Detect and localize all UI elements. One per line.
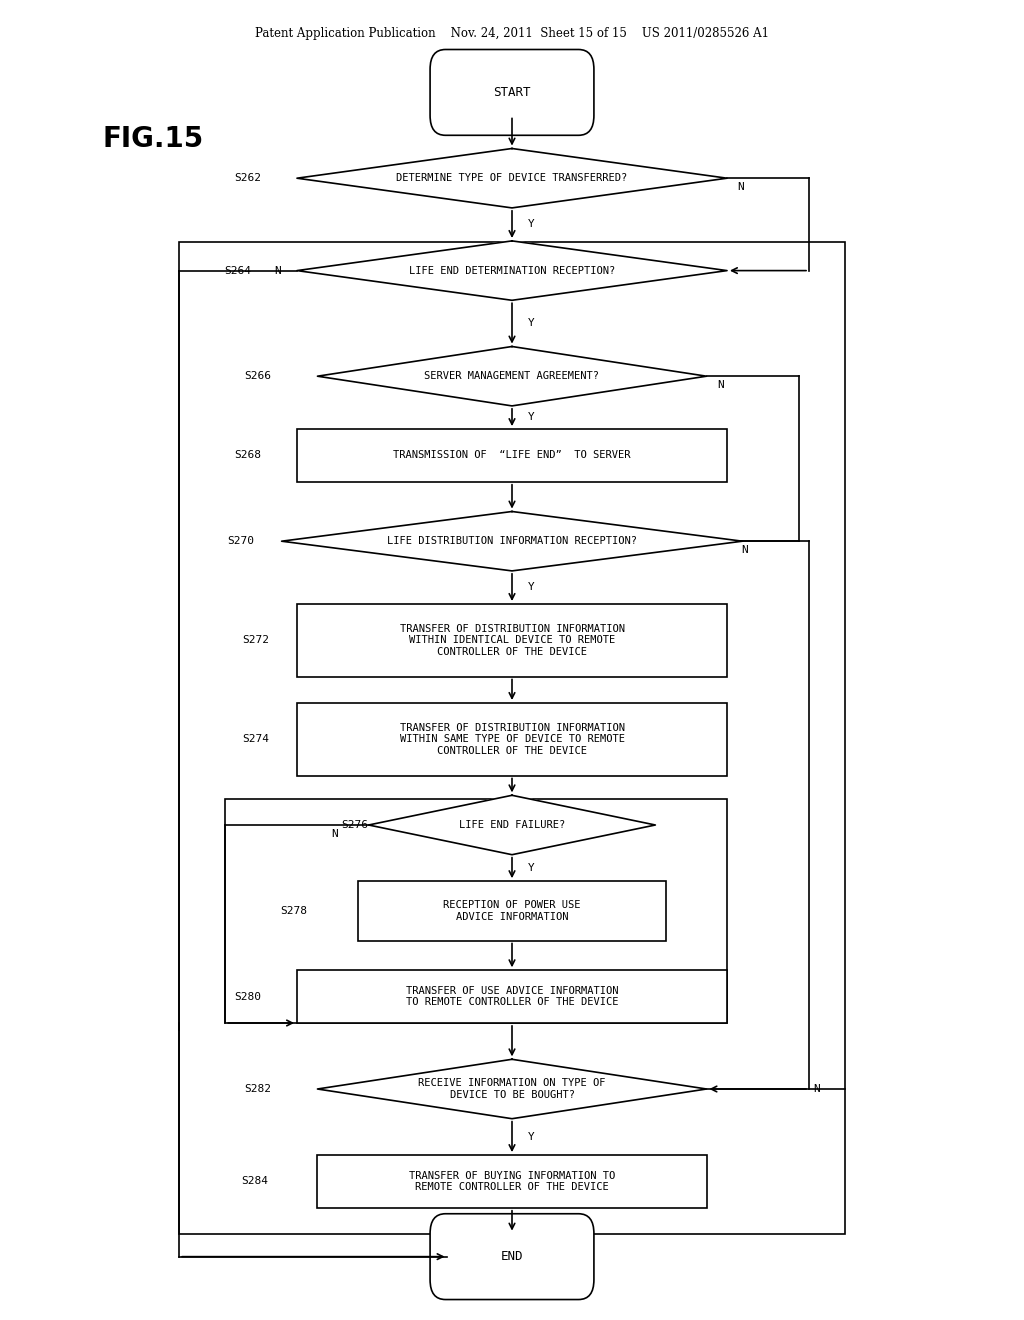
Text: N: N xyxy=(273,265,281,276)
Text: Y: Y xyxy=(527,318,535,329)
Polygon shape xyxy=(317,1059,707,1119)
Text: S268: S268 xyxy=(234,450,261,461)
Text: LIFE END FAILURE?: LIFE END FAILURE? xyxy=(459,820,565,830)
Polygon shape xyxy=(317,347,707,407)
Text: N: N xyxy=(331,829,338,840)
Text: START: START xyxy=(494,86,530,99)
Text: S274: S274 xyxy=(243,734,269,744)
Text: SERVER MANAGEMENT AGREEMENT?: SERVER MANAGEMENT AGREEMENT? xyxy=(425,371,599,381)
Text: S278: S278 xyxy=(281,906,307,916)
Text: LIFE END DETERMINATION RECEPTION?: LIFE END DETERMINATION RECEPTION? xyxy=(409,265,615,276)
Text: S264: S264 xyxy=(224,265,251,276)
Text: S284: S284 xyxy=(242,1176,268,1187)
Text: S282: S282 xyxy=(245,1084,271,1094)
FancyBboxPatch shape xyxy=(297,429,727,482)
Bar xyxy=(179,242,845,1234)
Text: S262: S262 xyxy=(234,173,261,183)
Polygon shape xyxy=(369,795,655,855)
Polygon shape xyxy=(297,149,727,207)
Text: TRANSMISSION OF  “LIFE END”  TO SERVER: TRANSMISSION OF “LIFE END” TO SERVER xyxy=(393,450,631,461)
FancyBboxPatch shape xyxy=(297,704,727,776)
Text: N: N xyxy=(737,182,744,193)
Bar xyxy=(225,799,727,1023)
Text: S266: S266 xyxy=(245,371,271,381)
Text: Patent Application Publication    Nov. 24, 2011  Sheet 15 of 15    US 2011/02855: Patent Application Publication Nov. 24, … xyxy=(255,26,769,40)
FancyBboxPatch shape xyxy=(358,882,666,940)
Text: FIG.15: FIG.15 xyxy=(102,124,204,153)
FancyBboxPatch shape xyxy=(317,1155,707,1208)
Text: N: N xyxy=(741,545,749,556)
FancyBboxPatch shape xyxy=(430,1214,594,1299)
FancyBboxPatch shape xyxy=(430,49,594,135)
Text: Y: Y xyxy=(527,412,535,422)
Text: RECEIVE INFORMATION ON TYPE OF
DEVICE TO BE BOUGHT?: RECEIVE INFORMATION ON TYPE OF DEVICE TO… xyxy=(418,1078,606,1100)
Text: TRANSFER OF BUYING INFORMATION TO
REMOTE CONTROLLER OF THE DEVICE: TRANSFER OF BUYING INFORMATION TO REMOTE… xyxy=(409,1171,615,1192)
Text: DETERMINE TYPE OF DEVICE TRANSFERRED?: DETERMINE TYPE OF DEVICE TRANSFERRED? xyxy=(396,173,628,183)
Text: S276: S276 xyxy=(342,820,369,830)
Polygon shape xyxy=(282,512,742,570)
FancyBboxPatch shape xyxy=(297,970,727,1023)
Text: END: END xyxy=(501,1250,523,1263)
Text: TRANSFER OF USE ADVICE INFORMATION
TO REMOTE CONTROLLER OF THE DEVICE: TRANSFER OF USE ADVICE INFORMATION TO RE… xyxy=(406,986,618,1007)
Text: Y: Y xyxy=(527,863,535,873)
Text: S272: S272 xyxy=(243,635,269,645)
Text: S270: S270 xyxy=(227,536,254,546)
Text: RECEPTION OF POWER USE
ADVICE INFORMATION: RECEPTION OF POWER USE ADVICE INFORMATIO… xyxy=(443,900,581,921)
FancyBboxPatch shape xyxy=(297,605,727,676)
Polygon shape xyxy=(297,242,727,300)
Text: Y: Y xyxy=(527,582,535,593)
Text: N: N xyxy=(717,380,724,391)
Text: TRANSFER OF DISTRIBUTION INFORMATION
WITHIN IDENTICAL DEVICE TO REMOTE
CONTROLLE: TRANSFER OF DISTRIBUTION INFORMATION WIT… xyxy=(399,623,625,657)
Text: Y: Y xyxy=(527,1131,535,1142)
Text: Y: Y xyxy=(527,219,535,230)
Text: N: N xyxy=(813,1084,820,1094)
Text: LIFE DISTRIBUTION INFORMATION RECEPTION?: LIFE DISTRIBUTION INFORMATION RECEPTION? xyxy=(387,536,637,546)
Text: S280: S280 xyxy=(234,991,261,1002)
Text: TRANSFER OF DISTRIBUTION INFORMATION
WITHIN SAME TYPE OF DEVICE TO REMOTE
CONTRO: TRANSFER OF DISTRIBUTION INFORMATION WIT… xyxy=(399,722,625,756)
